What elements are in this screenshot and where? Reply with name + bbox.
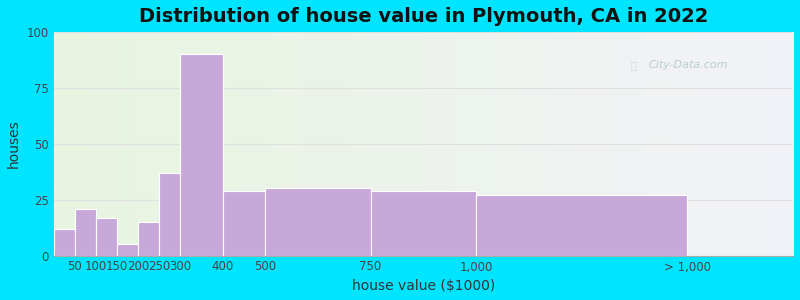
Bar [117,244,138,256]
Bar [265,188,370,256]
X-axis label: house value ($1000): house value ($1000) [352,279,495,293]
Text: 🔍: 🔍 [630,60,636,70]
Bar [180,54,222,256]
Bar [96,218,117,256]
Text: City-Data.com: City-Data.com [649,60,728,70]
Bar [222,191,265,256]
Bar [138,222,159,256]
Y-axis label: houses: houses [7,119,21,168]
Title: Distribution of house value in Plymouth, CA in 2022: Distribution of house value in Plymouth,… [138,7,708,26]
Bar [476,195,687,256]
Bar [370,191,476,256]
Bar [159,173,180,256]
Bar [54,229,74,256]
Bar [74,208,96,256]
